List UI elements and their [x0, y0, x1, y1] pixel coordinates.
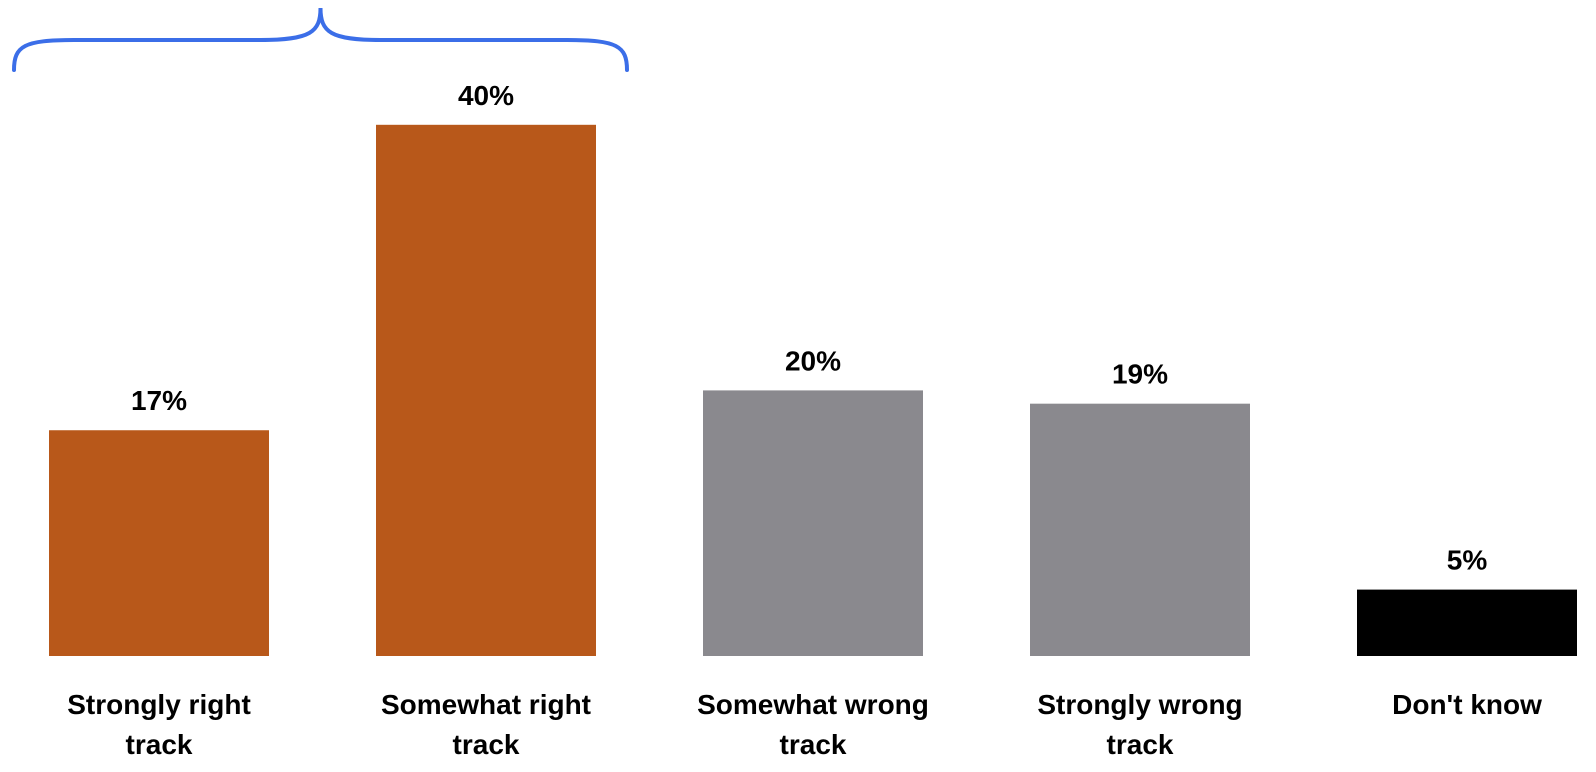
category-label: Strongly right track [67, 689, 251, 760]
bars [49, 125, 1577, 656]
bar-strongly-right-track [49, 430, 269, 656]
data-label: 17% [131, 385, 187, 416]
category-label-line: Strongly wrong [1037, 689, 1242, 720]
bar-somewhat-wrong-track [703, 390, 923, 656]
category-label-line: Strongly right [67, 689, 251, 720]
data-label: 5% [1447, 545, 1488, 576]
bar-strongly-wrong-track [1030, 404, 1250, 656]
category-label-line: Somewhat wrong [697, 689, 929, 720]
category-label-line: track [1107, 729, 1174, 760]
category-label-line: track [780, 729, 847, 760]
category-label: Somewhat right track [381, 689, 591, 760]
category-label-line: track [126, 729, 193, 760]
category-label: Strongly wrong track [1037, 689, 1242, 760]
curly-brace-shape [14, 8, 627, 70]
category-label: Somewhat wrong track [697, 689, 929, 760]
grouping-brace [14, 8, 627, 70]
bar-somewhat-right-track [376, 125, 596, 656]
data-label: 20% [785, 345, 841, 376]
data-label: 40% [458, 80, 514, 111]
category-label-line: track [453, 729, 520, 760]
category-label-line: Don't know [1392, 689, 1542, 720]
bar-don-t-know [1357, 590, 1577, 656]
data-label: 19% [1112, 359, 1168, 390]
category-label: Don't know [1392, 689, 1542, 720]
category-label-line: Somewhat right [381, 689, 591, 720]
